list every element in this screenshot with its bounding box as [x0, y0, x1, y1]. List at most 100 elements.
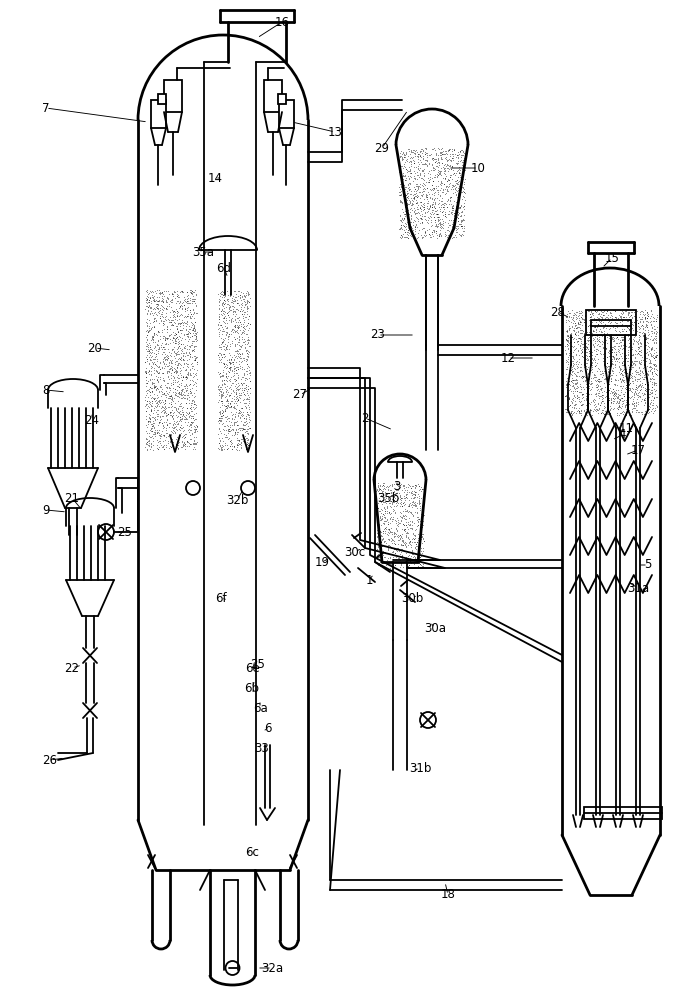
Point — [217, 367, 228, 383]
Point — [147, 383, 158, 399]
Point — [456, 142, 467, 158]
Point — [379, 509, 390, 525]
Point — [449, 211, 460, 227]
Point — [396, 490, 407, 506]
Point — [409, 548, 420, 564]
Point — [242, 406, 253, 422]
Point — [144, 351, 155, 367]
Point — [453, 187, 464, 203]
Point — [378, 507, 389, 523]
Point — [169, 335, 180, 351]
Point — [629, 308, 640, 324]
Point — [603, 321, 614, 337]
Point — [243, 332, 254, 348]
Point — [561, 336, 572, 352]
Point — [244, 308, 255, 324]
Point — [232, 324, 243, 340]
Point — [614, 392, 625, 408]
Point — [438, 199, 449, 215]
Point — [579, 354, 590, 370]
Point — [418, 227, 429, 243]
Point — [178, 378, 189, 394]
Point — [407, 549, 418, 565]
Point — [215, 437, 226, 453]
Point — [152, 374, 163, 390]
Point — [439, 160, 450, 176]
Point — [396, 544, 407, 560]
Point — [637, 314, 648, 330]
Point — [177, 410, 188, 426]
Point — [230, 348, 241, 364]
Point — [627, 396, 638, 412]
Point — [242, 436, 253, 452]
Point — [184, 389, 195, 405]
Point — [164, 347, 175, 363]
Point — [155, 302, 166, 318]
Point — [427, 170, 438, 186]
Point — [184, 395, 195, 411]
Point — [148, 325, 159, 341]
Point — [585, 309, 596, 325]
Point — [144, 292, 155, 308]
Point — [244, 399, 255, 415]
Point — [583, 330, 594, 346]
Point — [141, 317, 152, 333]
Point — [233, 408, 244, 424]
Point — [153, 408, 164, 424]
Point — [393, 478, 404, 494]
Point — [178, 351, 189, 367]
Point — [164, 427, 175, 443]
Point — [414, 549, 425, 565]
Point — [175, 417, 186, 433]
Point — [417, 528, 428, 544]
Point — [175, 375, 186, 391]
Point — [189, 352, 200, 368]
Point — [442, 215, 453, 231]
Point — [160, 393, 171, 409]
Point — [237, 375, 248, 391]
Point — [222, 437, 233, 453]
Point — [160, 348, 171, 364]
Point — [234, 390, 245, 406]
Point — [608, 331, 619, 347]
Point — [433, 212, 444, 228]
Point — [399, 503, 410, 519]
Point — [219, 426, 230, 442]
Point — [387, 559, 398, 575]
Point — [217, 381, 228, 397]
Point — [427, 160, 438, 176]
Point — [436, 228, 447, 244]
Point — [582, 350, 593, 366]
Point — [158, 339, 169, 355]
Text: 20: 20 — [87, 342, 103, 355]
Point — [599, 311, 610, 327]
Point — [440, 179, 451, 195]
Point — [140, 378, 151, 394]
Point — [651, 309, 662, 325]
Point — [191, 434, 202, 450]
Point — [634, 377, 645, 393]
Point — [214, 377, 225, 393]
Point — [637, 406, 648, 422]
Point — [416, 197, 427, 213]
Point — [238, 334, 249, 350]
Point — [224, 336, 235, 352]
Point — [219, 375, 230, 391]
Point — [590, 348, 601, 364]
Point — [630, 363, 641, 379]
Point — [149, 354, 160, 370]
Point — [189, 423, 200, 439]
Point — [614, 364, 625, 380]
Point — [154, 371, 165, 387]
Point — [623, 347, 634, 363]
Point — [185, 290, 196, 306]
Point — [188, 377, 199, 393]
Point — [582, 318, 593, 334]
Point — [236, 420, 247, 436]
Point — [608, 384, 619, 400]
Point — [229, 347, 240, 363]
Point — [605, 390, 616, 406]
Point — [230, 389, 241, 405]
Point — [406, 169, 417, 185]
Point — [632, 364, 643, 380]
